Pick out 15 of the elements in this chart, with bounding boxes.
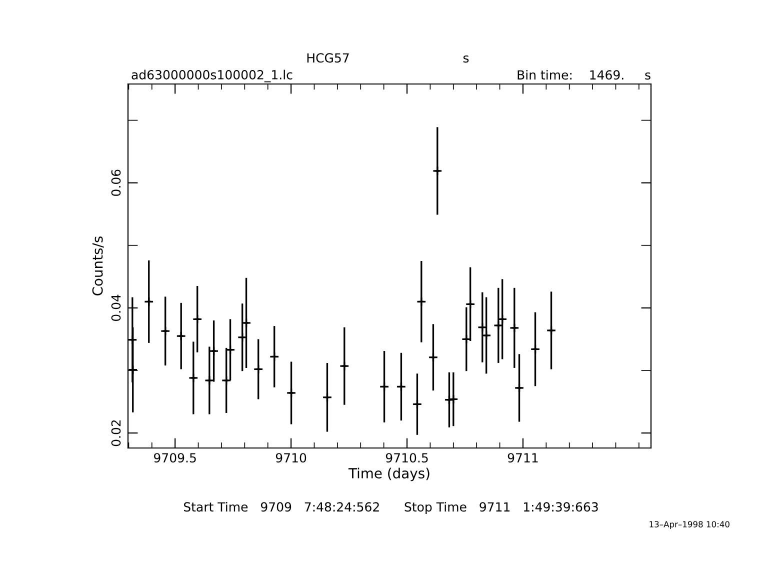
y-tick-label: 0.06 [111,170,121,196]
x-tick-label: 9710.5 [386,453,428,463]
y-tick-label: 0.02 [111,420,121,446]
text: Bin time: 1469. s [518,70,650,80]
x-tick-label: 9709.5 [154,453,196,463]
chart-title: HCG57 [307,53,349,63]
text: 13–Apr–1998 10:40 [650,521,730,530]
y-axis-title: Counts/s [92,236,104,296]
text: ad63000000s100002_1.lc [132,70,292,82]
text: s [463,55,469,63]
x-tick-label: 9711 [508,453,538,463]
y-tick-label: 0.04 [111,294,121,321]
text: Start Time 9709 7:48:24:562 Stop Time 9711 1:49:39:663 [184,502,598,514]
x-tick-label: 9710 [276,453,306,463]
x-axis-title: Time (days) [348,468,430,482]
